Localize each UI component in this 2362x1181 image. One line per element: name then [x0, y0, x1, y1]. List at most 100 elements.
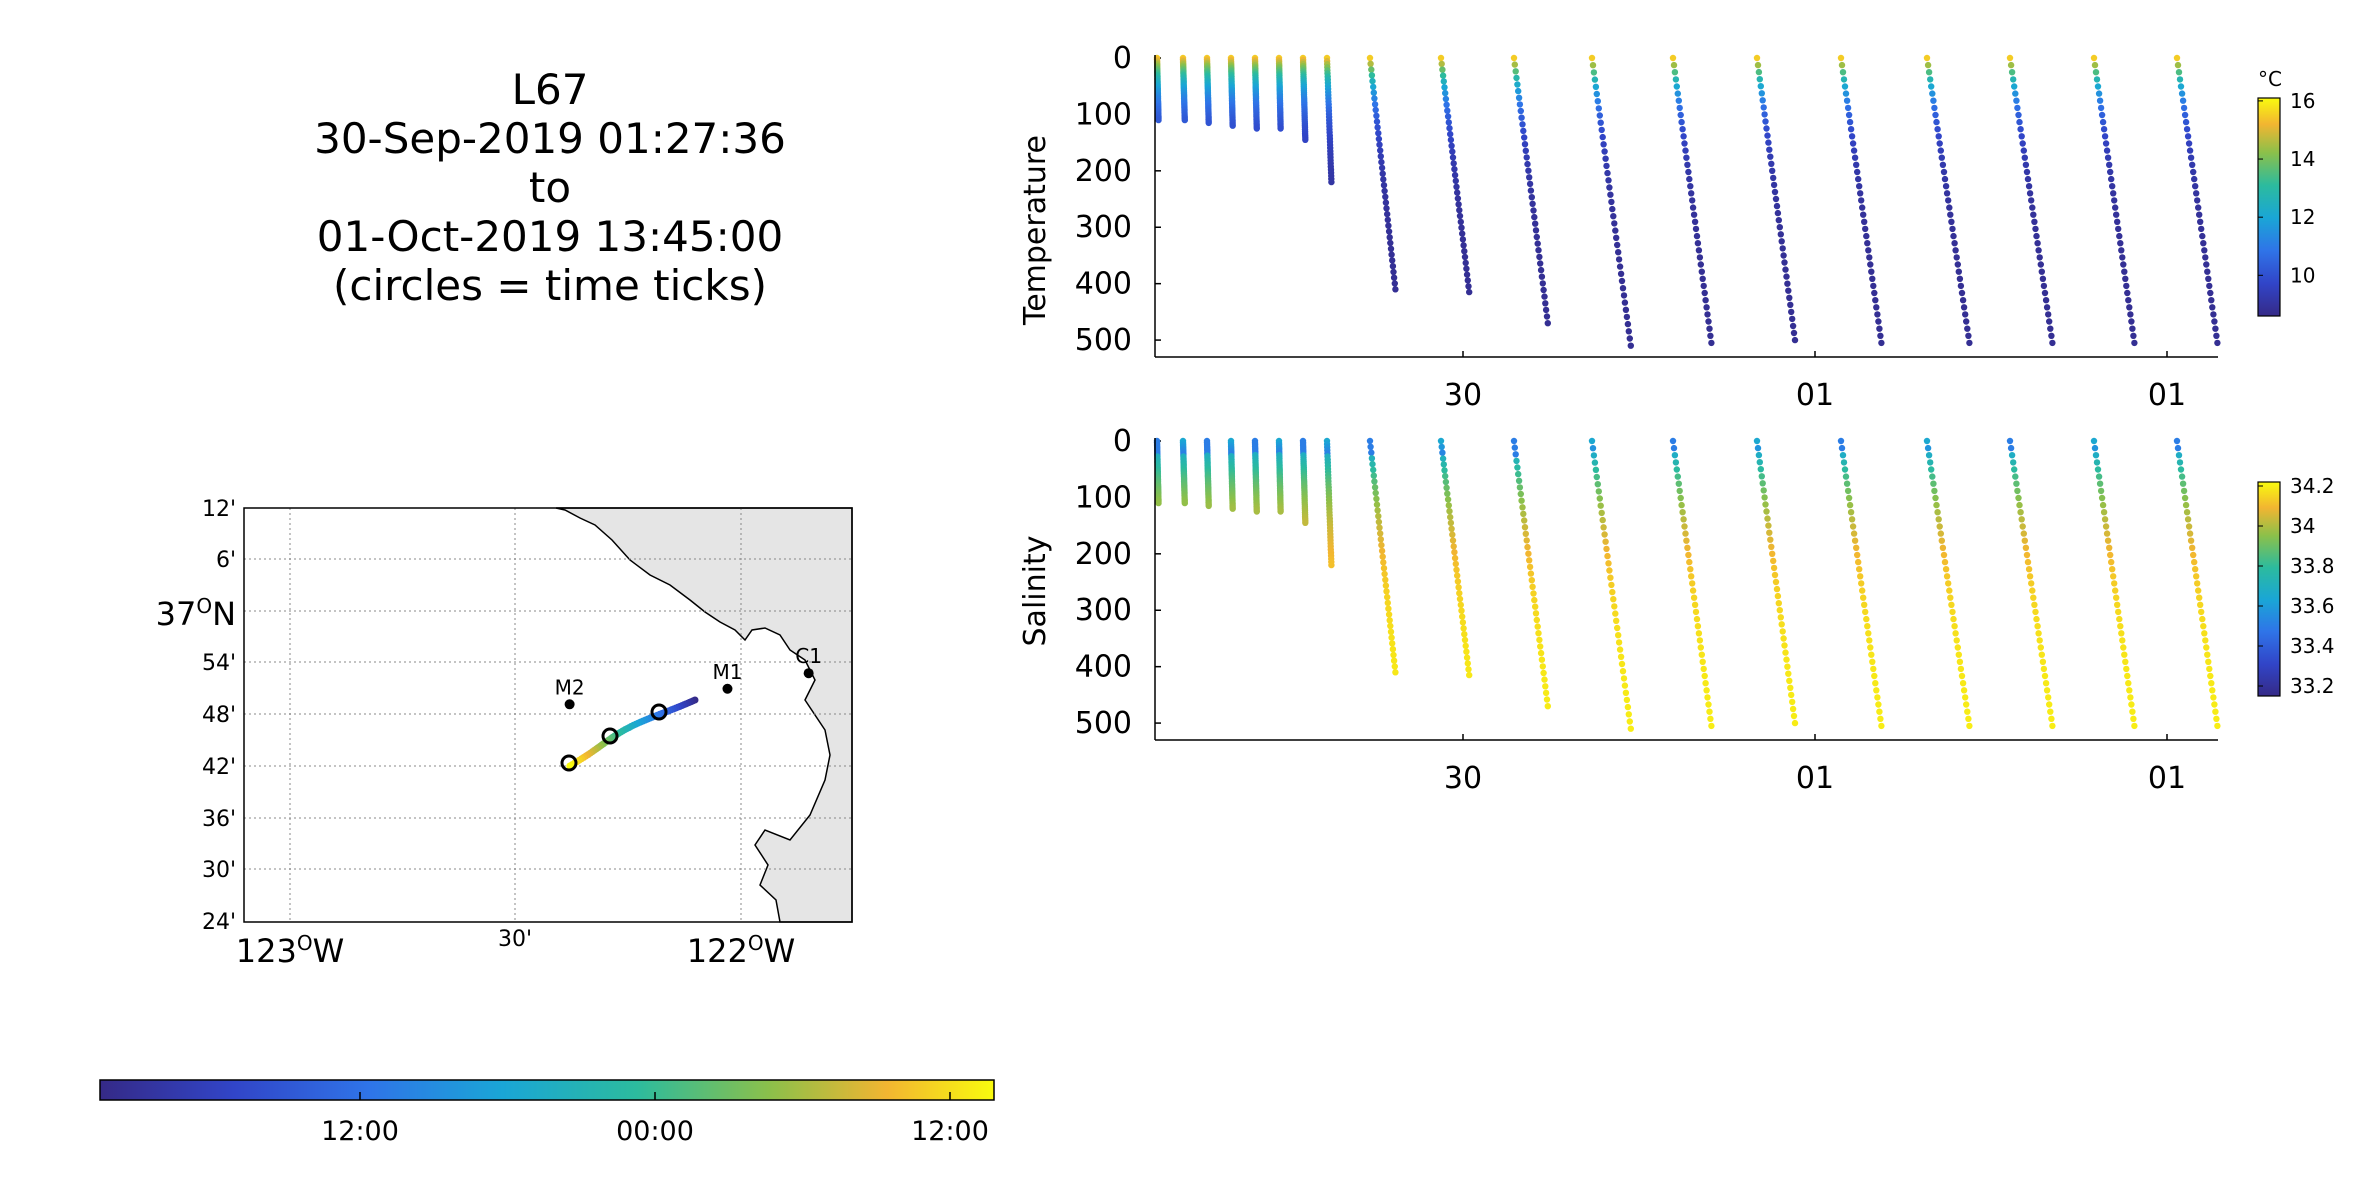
profile-point: [1627, 725, 1635, 732]
profile-point: [2110, 573, 2117, 580]
profile-point: [1302, 136, 1309, 143]
profile-point: [1622, 306, 1630, 313]
profile-point: [1522, 530, 1530, 537]
profile-point: [1861, 601, 1868, 608]
profile-point: [1599, 133, 1606, 141]
profile-point: [1460, 625, 1467, 632]
profile-point: [2101, 133, 2109, 140]
station-marker: [564, 699, 575, 710]
profile-point: [1375, 513, 1382, 520]
profile-point: [1615, 639, 1623, 646]
profile-point: [1761, 494, 1768, 501]
profile-point: [2036, 637, 2043, 644]
profile-point: [1438, 60, 1445, 68]
profile-point: [2205, 658, 2212, 665]
profile-point: [2117, 623, 2124, 630]
profile-point: [1603, 545, 1610, 553]
profile-point: [1931, 487, 1938, 495]
profile-point: [2021, 537, 2029, 544]
profile-point: [1695, 247, 1703, 254]
profile-point: [1459, 236, 1467, 243]
profile-point: [2102, 140, 2110, 147]
profile-point: [1929, 473, 1936, 480]
profile-point: [2182, 118, 2190, 126]
profile-point: [1372, 106, 1379, 114]
profile-point: [1458, 607, 1465, 614]
profile-point: [2048, 332, 2055, 339]
profile-point: [2190, 551, 2197, 559]
profile-point: [1684, 544, 1691, 551]
y-tick-label: 100: [1075, 480, 1132, 515]
profile-point: [1592, 466, 1600, 473]
profile-point: [2010, 459, 2017, 466]
profile-point: [1592, 83, 1600, 91]
profile-point: [2210, 694, 2217, 701]
profile-point: [2026, 190, 2034, 197]
profile-point: [1544, 320, 1552, 327]
profile-point: [1598, 126, 1605, 134]
profile-point: [2198, 225, 2205, 233]
profile-point: [1379, 553, 1386, 560]
profile-point: [1624, 703, 1632, 711]
profile-point: [1764, 132, 1771, 139]
profile-point: [1619, 285, 1627, 292]
profile-point: [1698, 268, 1706, 275]
profile-point: [1853, 544, 1860, 551]
profile-point: [1848, 133, 1856, 140]
profile-point: [1388, 251, 1395, 258]
profile-point: [2020, 530, 2028, 537]
profile-point: [1523, 154, 1530, 161]
profile-point: [1453, 183, 1460, 190]
profile-point: [1451, 549, 1458, 556]
profile-point: [1518, 497, 1525, 504]
profile-point: [2208, 297, 2215, 304]
salinity-colorbar: [2257, 481, 2281, 697]
x-tick-label: 30: [1444, 378, 1482, 413]
profile-point: [1520, 127, 1527, 135]
profile-point: [1181, 116, 1189, 124]
profile-point: [1608, 581, 1615, 589]
profile-point: [1669, 54, 1677, 62]
profile-point: [1874, 694, 1881, 701]
profile-point: [1956, 658, 1964, 665]
profile-point: [1842, 90, 1850, 97]
profile-point: [1689, 204, 1697, 211]
profile-point: [1612, 610, 1619, 617]
profile-point: [1464, 660, 1472, 667]
profile-point: [1380, 176, 1387, 183]
profile-point: [1923, 437, 1931, 445]
profile-point: [1519, 121, 1526, 128]
profile-point: [2018, 516, 2025, 523]
profile-point: [1530, 207, 1537, 214]
profile-point: [2197, 601, 2204, 608]
profile-point: [2128, 701, 2135, 708]
profile-point: [2189, 161, 2196, 168]
profile-point: [2213, 715, 2220, 722]
profile-point: [1790, 712, 1798, 720]
profile-point: [2108, 558, 2115, 566]
profile-point: [1539, 663, 1547, 670]
x-tick-label: 01: [1796, 378, 1834, 413]
profile-point: [1452, 560, 1460, 568]
profile-point: [1673, 466, 1681, 473]
profile-point: [2190, 168, 2197, 176]
profile-point: [1777, 231, 1785, 238]
profile-point: [2095, 473, 2103, 480]
profile-point: [1371, 101, 1379, 108]
profile-point: [1788, 691, 1795, 699]
profile-point: [1936, 140, 1943, 147]
temperature-panel: Temperature 0 100 200 300 400 500 30 01 01 °C 1…: [1018, 41, 2315, 413]
profile-point: [2176, 459, 2184, 466]
lon-tick-label: 122OW: [687, 931, 795, 970]
profile-point: [2017, 509, 2024, 516]
profile-point: [1966, 339, 1973, 347]
profile-point: [1768, 160, 1775, 167]
profile-point: [1703, 304, 1710, 311]
profile-point: [2115, 225, 2122, 233]
profile-point: [1441, 84, 1448, 91]
profile-point: [1383, 205, 1390, 212]
profile-point: [2130, 332, 2137, 339]
map-panel: M2 M1 C1 12' 6' 37ON 54' 48' 42' 36' 30' 2…: [156, 497, 853, 970]
profile-point: [1873, 304, 1880, 311]
profile-point: [1953, 254, 1960, 261]
